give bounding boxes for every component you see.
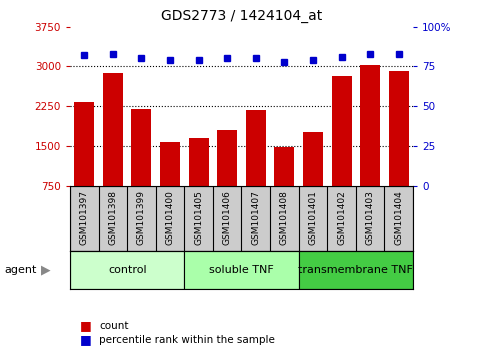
Text: GSM101402: GSM101402 <box>337 190 346 245</box>
Text: GSM101404: GSM101404 <box>394 190 403 245</box>
Text: GSM101398: GSM101398 <box>108 190 117 245</box>
Bar <box>331 76 352 226</box>
Bar <box>74 103 94 226</box>
Text: GSM101408: GSM101408 <box>280 190 289 245</box>
Bar <box>303 132 323 226</box>
Bar <box>360 65 380 226</box>
Bar <box>103 73 123 226</box>
Text: GDS2773 / 1424104_at: GDS2773 / 1424104_at <box>161 9 322 23</box>
Text: ■: ■ <box>80 333 91 346</box>
Text: transmembrane TNF: transmembrane TNF <box>298 265 413 275</box>
Text: GSM101403: GSM101403 <box>366 190 375 245</box>
Text: GSM101407: GSM101407 <box>251 190 260 245</box>
Text: ▶: ▶ <box>41 263 51 276</box>
Bar <box>298 251 413 289</box>
Bar <box>189 137 209 226</box>
Text: percentile rank within the sample: percentile rank within the sample <box>99 335 275 345</box>
Text: soluble TNF: soluble TNF <box>209 265 274 275</box>
Bar <box>160 142 180 226</box>
Text: GSM101405: GSM101405 <box>194 190 203 245</box>
Text: agent: agent <box>5 265 37 275</box>
Text: GSM101399: GSM101399 <box>137 190 146 245</box>
Bar <box>389 71 409 226</box>
Text: GSM101400: GSM101400 <box>166 190 174 245</box>
Bar <box>70 251 185 289</box>
Bar <box>131 109 152 226</box>
Bar <box>217 130 237 226</box>
Bar <box>246 110 266 226</box>
Text: control: control <box>108 265 146 275</box>
Text: ■: ■ <box>80 319 91 332</box>
Text: count: count <box>99 321 128 331</box>
Text: GSM101397: GSM101397 <box>80 190 89 245</box>
Bar <box>274 147 294 226</box>
Text: GSM101401: GSM101401 <box>309 190 317 245</box>
Text: GSM101406: GSM101406 <box>223 190 232 245</box>
Bar <box>185 251 298 289</box>
